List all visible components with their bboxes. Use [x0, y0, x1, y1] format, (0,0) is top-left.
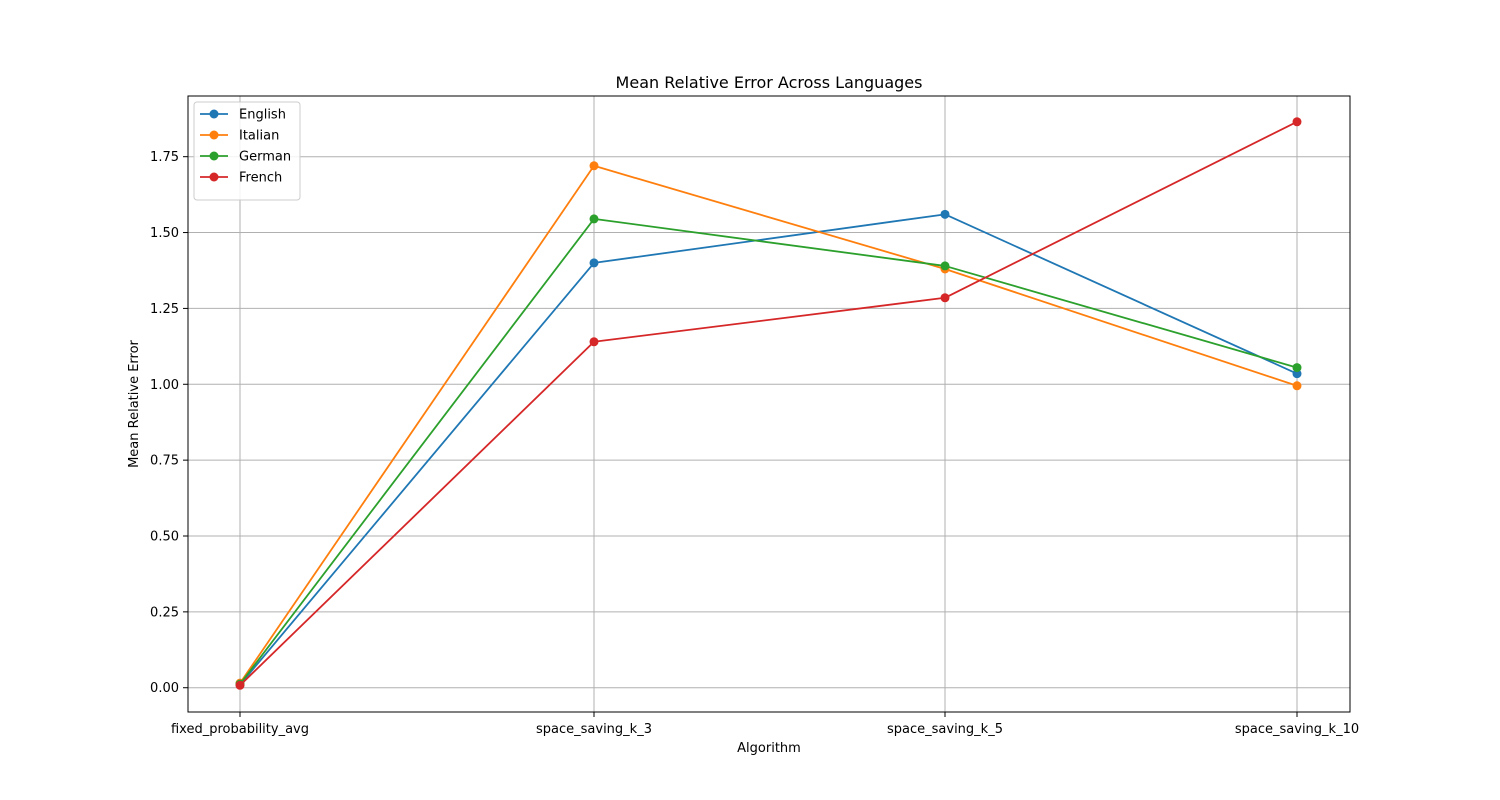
x-tick-label: space_saving_k_3 [536, 722, 652, 737]
legend-label-english: English [239, 108, 286, 123]
legend-label-german: German [239, 150, 291, 165]
series-layer [235, 117, 1302, 690]
data-point-french [235, 680, 245, 690]
y-tick-label: 0.75 [150, 454, 179, 469]
series-line-german [239, 217, 1298, 685]
legend-swatch-marker [209, 130, 219, 140]
data-point-german [940, 261, 950, 271]
legend-swatch-marker [209, 172, 219, 182]
x-tick-label: space_saving_k_5 [887, 722, 1003, 737]
data-point-french [589, 337, 599, 347]
series-line-english [239, 213, 1298, 686]
data-point-italian [1292, 381, 1302, 391]
data-point-german [589, 214, 599, 224]
x-tick-label: fixed_probability_avg [171, 722, 309, 737]
data-point-german [1292, 363, 1302, 373]
grid-layer [188, 96, 1350, 712]
y-tick-label: 0.25 [150, 605, 179, 620]
data-point-italian [589, 161, 599, 171]
legend-swatch-marker [209, 151, 219, 161]
plot-frame [187, 95, 1351, 713]
series-line-french [239, 120, 1298, 686]
x-tick-label: space_saving_k_10 [1235, 722, 1359, 737]
y-axis-label: Mean Relative Error [127, 339, 142, 467]
legend: English Italian German French [193, 101, 301, 201]
chart-title: Mean Relative Error Across Languages [616, 73, 923, 92]
legend-swatch-marker [209, 109, 219, 119]
tick-layer: fixed_probability_avg space_saving_k_3 spa… [150, 150, 1359, 737]
data-point-french [1292, 117, 1302, 127]
y-tick-label: 1.75 [150, 150, 179, 165]
data-point-english [589, 258, 599, 268]
legend-label-italian: Italian [239, 129, 279, 144]
legend-box [193, 101, 301, 201]
y-tick-label: 1.00 [150, 378, 179, 393]
data-point-english [940, 209, 950, 219]
y-tick-label: 1.50 [150, 226, 179, 241]
series-line-italian [239, 164, 1298, 684]
data-point-french [940, 293, 950, 303]
x-axis-label: Algorithm [737, 741, 801, 756]
legend-label-french: French [239, 171, 282, 186]
y-tick-label: 1.25 [150, 302, 179, 317]
y-tick-label: 0.50 [150, 530, 179, 545]
y-tick-label: 0.00 [150, 681, 179, 696]
